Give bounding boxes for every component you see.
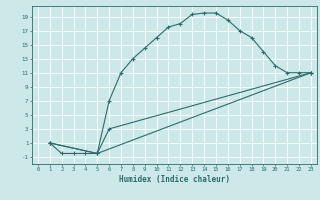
X-axis label: Humidex (Indice chaleur): Humidex (Indice chaleur) — [119, 175, 230, 184]
